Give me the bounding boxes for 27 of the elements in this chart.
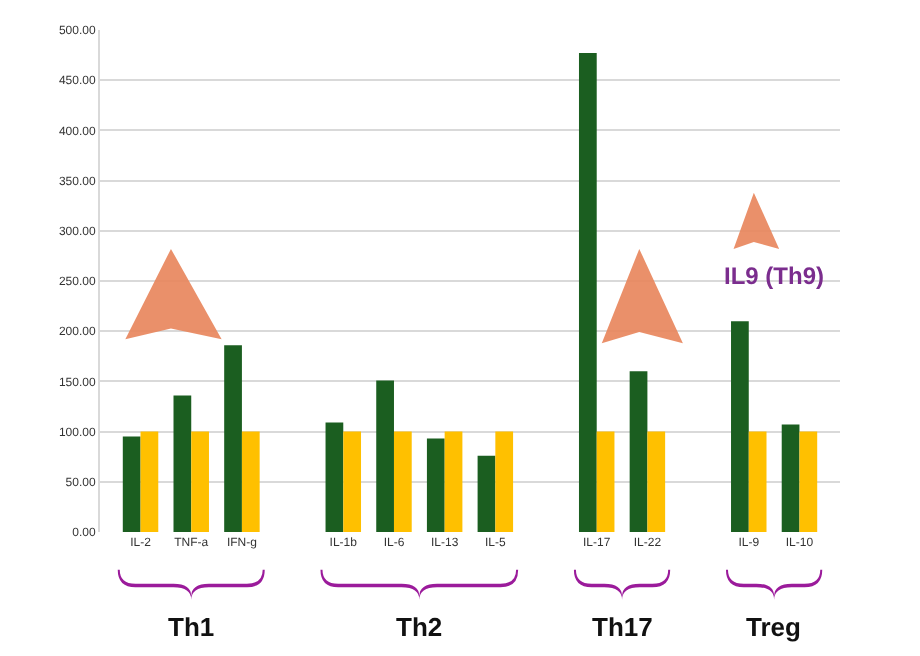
bar (426, 438, 445, 532)
bar (748, 431, 767, 532)
bar (343, 431, 362, 532)
bar (477, 455, 496, 532)
bar (629, 371, 648, 532)
bar (173, 395, 192, 532)
bar (444, 431, 463, 532)
bar (191, 431, 209, 532)
text: Th17 (592, 612, 653, 642)
bar (495, 431, 514, 532)
bar (596, 431, 615, 532)
bar (731, 321, 749, 532)
annotation: IL9 (Th9) (724, 262, 824, 290)
bar (376, 380, 394, 532)
bar (578, 53, 597, 532)
bar (325, 422, 344, 532)
bar (122, 436, 141, 532)
bar (799, 431, 818, 532)
bar (781, 424, 800, 532)
text: Treg (746, 612, 802, 642)
text: Th2 (396, 612, 443, 642)
bar (647, 431, 666, 532)
bar (140, 431, 159, 532)
text: Th1 (168, 612, 215, 642)
bar (224, 345, 242, 532)
bar (241, 431, 260, 532)
bar (393, 431, 412, 532)
